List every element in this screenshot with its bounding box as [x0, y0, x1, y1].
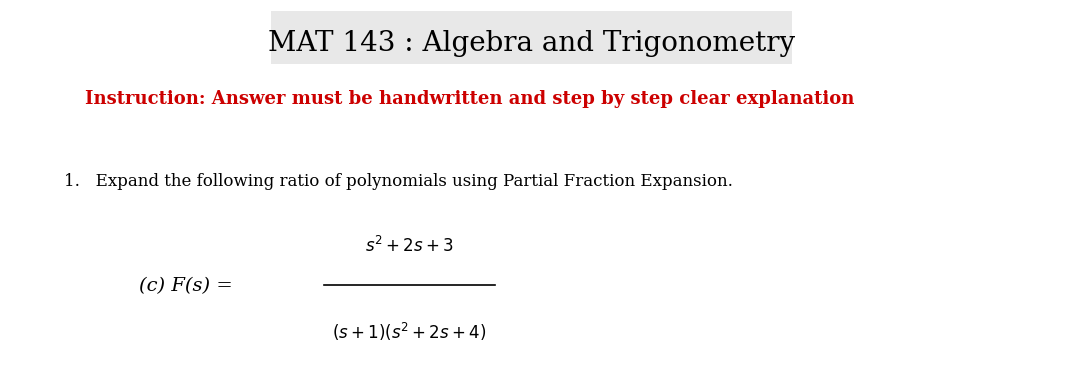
FancyBboxPatch shape [271, 11, 792, 64]
Text: Instruction: Answer must be handwritten and step by step clear explanation: Instruction: Answer must be handwritten … [86, 90, 855, 109]
Text: 1.   Expand the following ratio of polynomials using Partial Fraction Expansion.: 1. Expand the following ratio of polynom… [64, 173, 733, 190]
Text: MAT 143 : Algebra and Trigonometry: MAT 143 : Algebra and Trigonometry [269, 30, 795, 57]
Text: $(s+1)(s^2+2s+4)$: $(s+1)(s^2+2s+4)$ [333, 320, 487, 343]
Text: (c) F(s) =: (c) F(s) = [139, 277, 240, 296]
Text: $s^2+2s+3$: $s^2+2s+3$ [365, 236, 454, 256]
